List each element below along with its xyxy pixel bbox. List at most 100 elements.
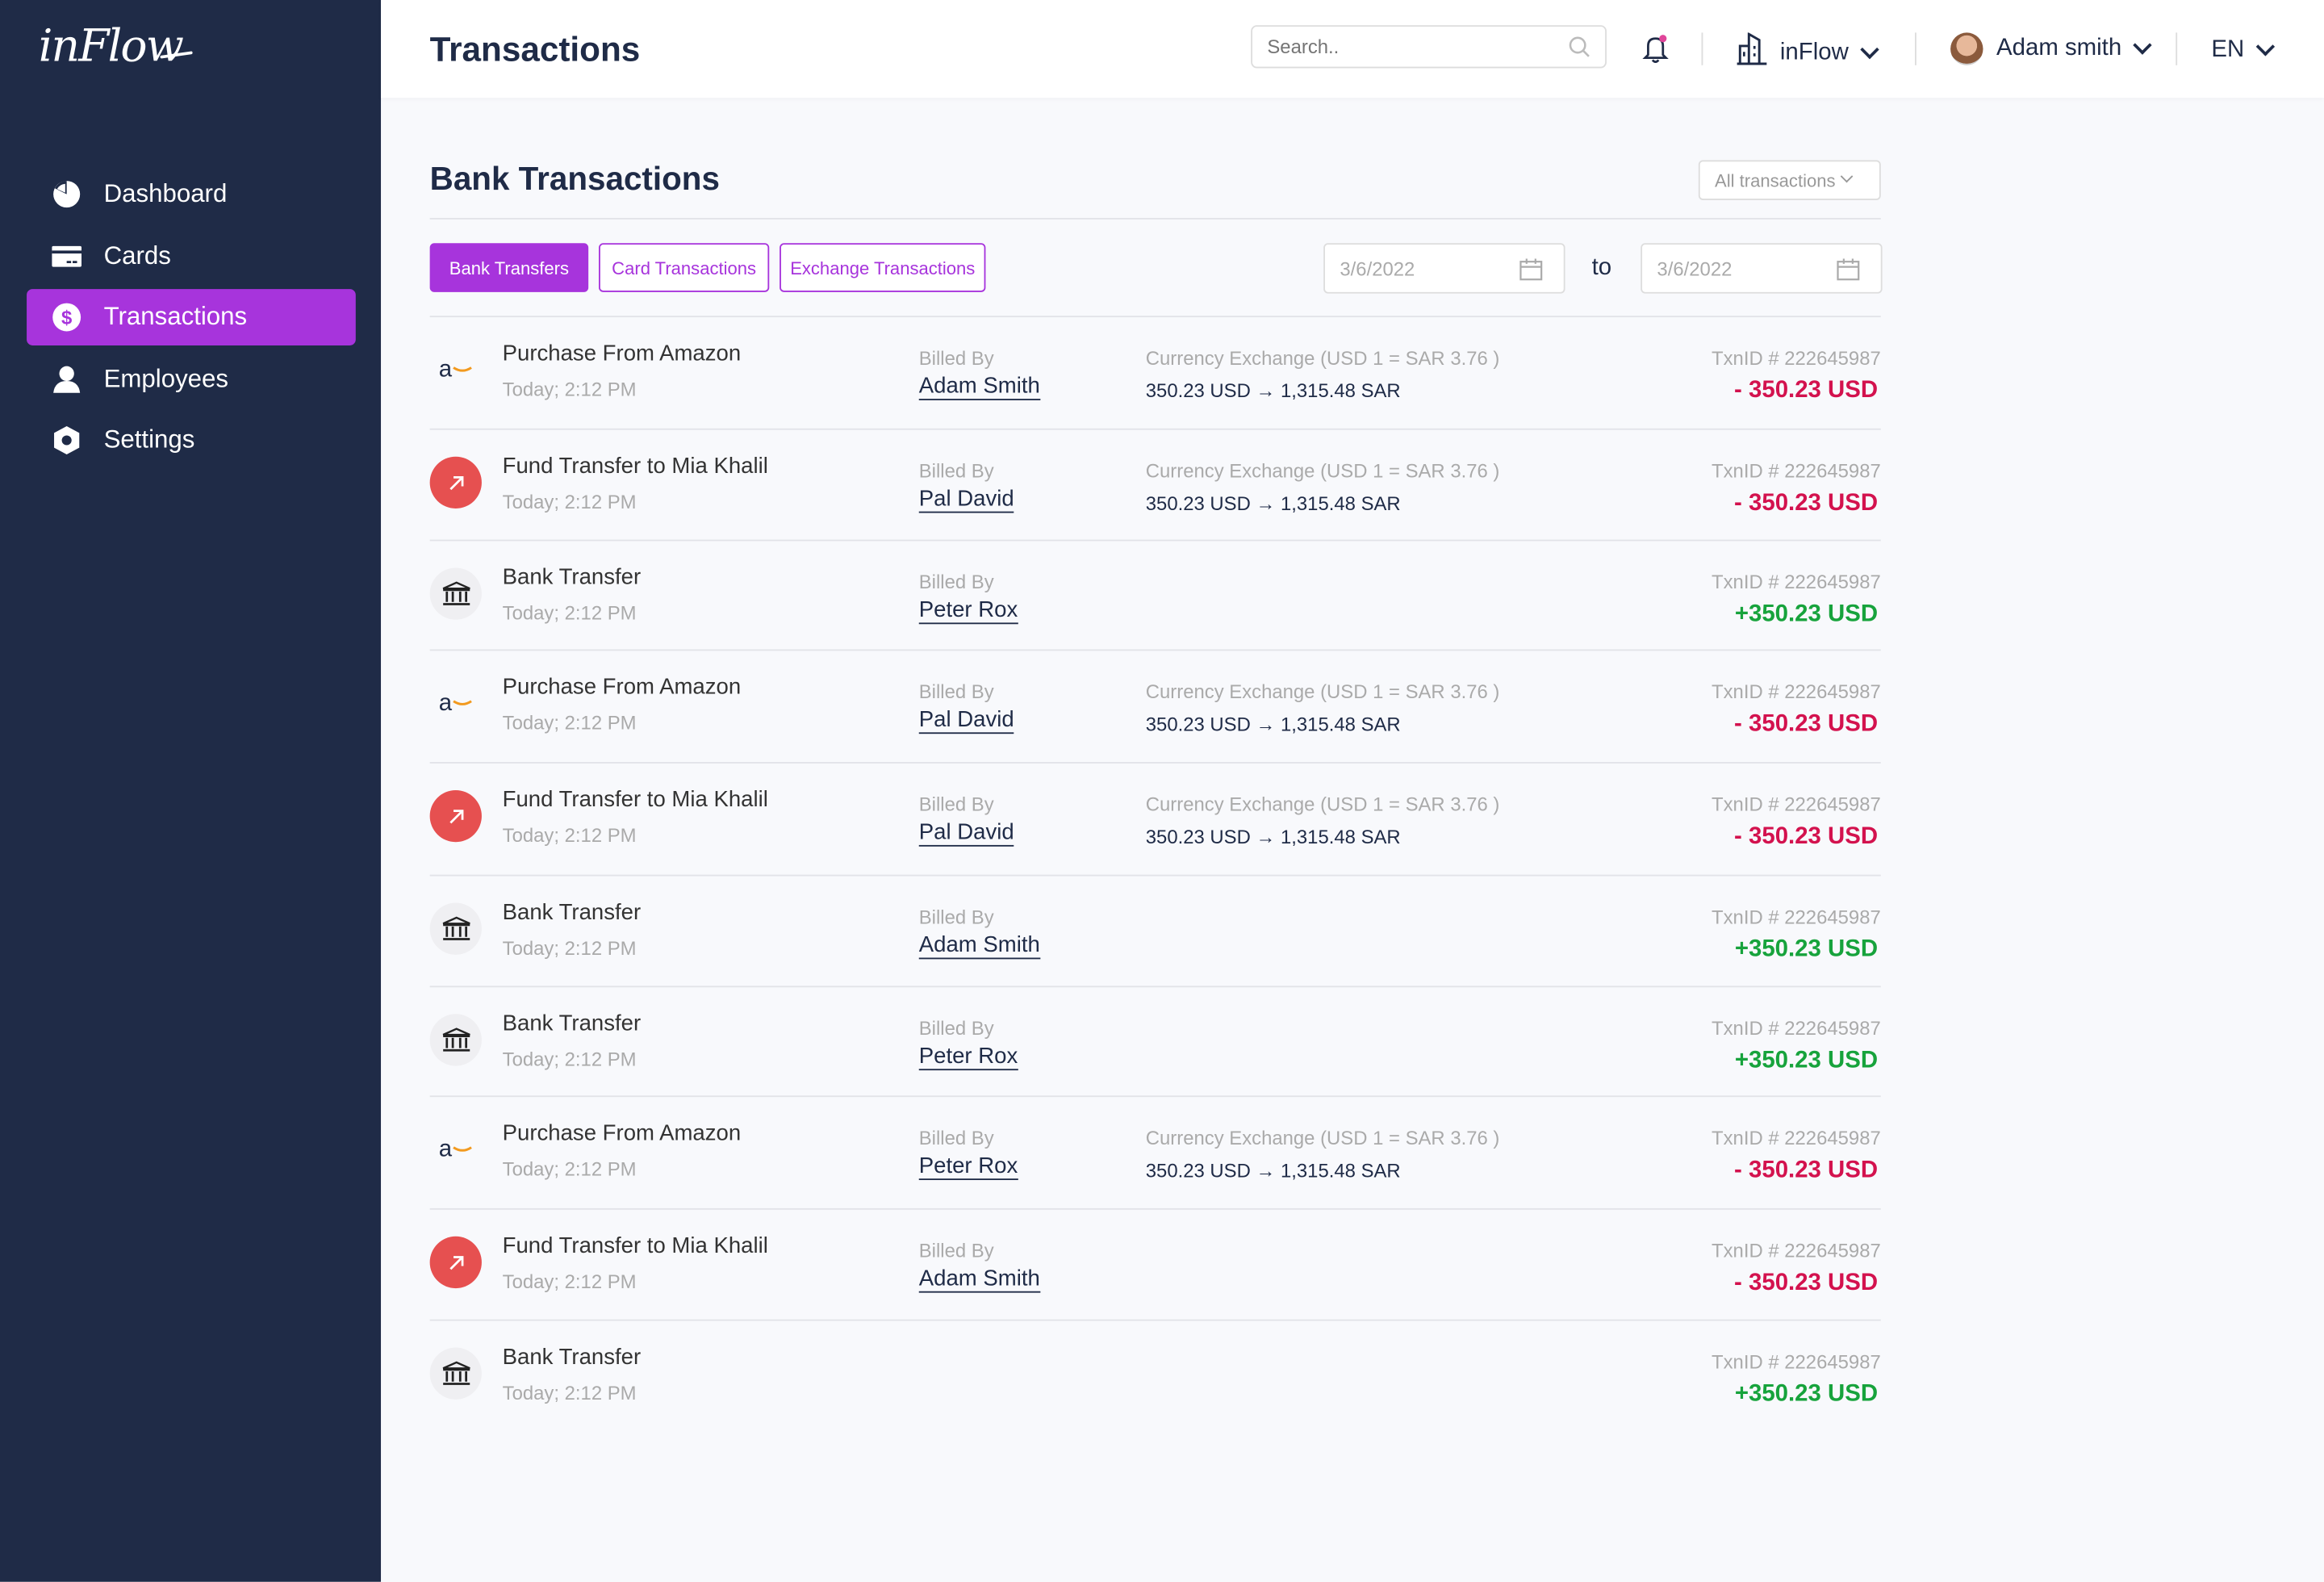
transaction-row[interactable]: a Purchase From Amazon Today; 2:12 PM Bille… bbox=[430, 1097, 1881, 1208]
tab-card-transactions[interactable]: Card Transactions bbox=[599, 243, 770, 292]
row-divider bbox=[429, 1095, 1881, 1098]
transaction-title: Bank Transfer bbox=[502, 1011, 642, 1036]
billed-by-label: Billed By bbox=[918, 793, 994, 816]
transaction-row[interactable]: Fund Transfer to Mia Khalil Today; 2:12 P… bbox=[429, 430, 1881, 542]
billed-by-link[interactable]: Adam Smith bbox=[918, 1266, 1040, 1293]
sidebar-item-label: Dashboard bbox=[103, 179, 228, 208]
transaction-id: TxnID # 222645987 bbox=[1712, 1239, 1881, 1262]
sidebar-item-transactions[interactable]: $ Transactions bbox=[27, 289, 356, 345]
transaction-title: Purchase From Amazon bbox=[502, 1120, 742, 1146]
billed-by-link[interactable]: Adam Smith bbox=[918, 373, 1040, 400]
header-divider bbox=[2176, 32, 2178, 65]
logo[interactable]: inFlow bbox=[38, 20, 184, 73]
arrow-up-right-icon bbox=[429, 789, 482, 843]
transaction-date: Today; 2:12 PM bbox=[502, 490, 637, 513]
transaction-amount: +350.23 USD bbox=[1734, 1048, 1879, 1074]
billed-by-link[interactable]: Pal David bbox=[918, 707, 1014, 734]
transaction-date: Today; 2:12 PM bbox=[502, 378, 637, 400]
exchange-value: 350.23 USD → 1,315.48 SAR bbox=[1145, 492, 1401, 515]
exchange-rate-label: Currency Exchange (USD 1 = SAR 3.76 ) bbox=[1145, 793, 1500, 816]
page-title: Transactions bbox=[429, 29, 641, 69]
date-from-value: 3/6/2022 bbox=[1340, 257, 1415, 280]
sidebar-item-settings[interactable]: Settings bbox=[27, 412, 356, 469]
transaction-title: Bank Transfer bbox=[502, 899, 642, 926]
billed-by-label: Billed By bbox=[918, 1016, 994, 1040]
transaction-id: TxnID # 222645987 bbox=[1712, 1016, 1881, 1040]
transaction-id: TxnID # 222645987 bbox=[1712, 459, 1881, 482]
date-from-input[interactable]: 3/6/2022 bbox=[1323, 243, 1565, 294]
company-switcher[interactable]: inFlow bbox=[1736, 31, 1880, 73]
transaction-date: Today; 2:12 PM bbox=[502, 711, 637, 734]
transaction-row[interactable]: Bank Transfer Today; 2:12 PM TxnID # 22264… bbox=[429, 1320, 1881, 1432]
building-icon bbox=[1736, 31, 1768, 73]
tab-bank-transfers[interactable]: Bank Transfers bbox=[429, 243, 589, 292]
bank-icon bbox=[429, 1347, 482, 1400]
date-to-input[interactable]: 3/6/2022 bbox=[1641, 243, 1883, 294]
exchange-value: 350.23 USD → 1,315.48 SAR bbox=[1145, 826, 1401, 848]
transaction-id: TxnID # 222645987 bbox=[1712, 346, 1881, 370]
transaction-filter-dropdown[interactable]: All transactions bbox=[1698, 160, 1881, 200]
transaction-date: Today; 2:12 PM bbox=[502, 601, 637, 625]
transaction-row[interactable]: Bank Transfer Today; 2:12 PM Billed By Pete… bbox=[429, 541, 1881, 652]
chevron-down-icon bbox=[2256, 37, 2276, 56]
transaction-row[interactable]: Bank Transfer Today; 2:12 PM Billed By Pete… bbox=[429, 987, 1881, 1099]
billed-by-link[interactable]: Peter Rox bbox=[918, 1044, 1018, 1071]
calendar-icon[interactable] bbox=[1837, 258, 1860, 287]
chevron-down-icon bbox=[1841, 170, 1854, 183]
bell-icon[interactable] bbox=[1642, 34, 1669, 64]
sidebar-item-dashboard[interactable]: Dashboard bbox=[27, 166, 356, 223]
sidebar-item-label: Employees bbox=[103, 363, 229, 392]
transaction-title: Bank Transfer bbox=[502, 1344, 642, 1371]
transaction-row[interactable]: Fund Transfer to Mia Khalil Today; 2:12 P… bbox=[429, 1210, 1881, 1321]
billed-by-link[interactable]: Pal David bbox=[918, 819, 1014, 847]
avatar bbox=[1950, 32, 1983, 65]
billed-by-link[interactable]: Pal David bbox=[918, 486, 1014, 513]
billed-by-label: Billed By bbox=[918, 906, 994, 928]
transaction-date: Today; 2:12 PM bbox=[502, 936, 637, 960]
chevron-down-icon bbox=[1860, 39, 1880, 59]
sidebar: inFlow Dashboard Cards $ Transactions Em… bbox=[0, 0, 382, 1582]
billed-by-label: Billed By bbox=[918, 680, 994, 703]
billed-by-link[interactable]: Peter Rox bbox=[918, 1153, 1018, 1181]
exchange-value: 350.23 USD → 1,315.48 SAR bbox=[1145, 1159, 1401, 1182]
transaction-row[interactable]: a Purchase From Amazon Today; 2:12 PM Bille… bbox=[430, 651, 1881, 762]
sidebar-item-label: Transactions bbox=[103, 302, 248, 331]
transaction-date: Today; 2:12 PM bbox=[502, 1270, 637, 1293]
transaction-id: TxnID # 222645987 bbox=[1712, 571, 1881, 593]
transaction-id: TxnID # 222645987 bbox=[1712, 793, 1881, 816]
sidebar-item-cards[interactable]: Cards bbox=[27, 228, 356, 284]
transaction-title: Purchase From Amazon bbox=[502, 341, 742, 366]
calendar-icon[interactable] bbox=[1519, 258, 1543, 287]
language-selector[interactable]: EN bbox=[2211, 37, 2276, 64]
tab-exchange-transactions[interactable]: Exchange Transactions bbox=[780, 243, 986, 292]
transaction-row[interactable]: a Purchase From Amazon Today; 2:12 PM Bille… bbox=[430, 317, 1881, 429]
header-divider bbox=[1915, 32, 1916, 65]
user-icon bbox=[52, 364, 82, 394]
sidebar-item-employees[interactable]: Employees bbox=[27, 350, 356, 407]
transaction-row[interactable]: Bank Transfer Today; 2:12 PM Billed By Adam… bbox=[429, 876, 1881, 987]
billed-by-link[interactable]: Adam Smith bbox=[918, 932, 1040, 960]
chevron-down-icon bbox=[2134, 36, 2153, 55]
transaction-row[interactable]: Fund Transfer to Mia Khalil Today; 2:12 P… bbox=[429, 764, 1881, 875]
transaction-amount: +350.23 USD bbox=[1734, 936, 1879, 963]
transaction-amount: - 350.23 USD bbox=[1734, 1157, 1879, 1183]
top-header: Transactions inFlow Adam smith EN bbox=[381, 0, 2324, 98]
settings-icon bbox=[52, 425, 82, 455]
exchange-rate-label: Currency Exchange (USD 1 = SAR 3.76 ) bbox=[1145, 346, 1500, 370]
search-box[interactable] bbox=[1251, 25, 1607, 69]
transaction-title: Purchase From Amazon bbox=[502, 674, 742, 700]
exchange-rate-label: Currency Exchange (USD 1 = SAR 3.76 ) bbox=[1145, 680, 1500, 703]
search-input[interactable] bbox=[1252, 27, 1564, 67]
sidebar-item-label: Cards bbox=[103, 241, 171, 270]
transaction-date: Today; 2:12 PM bbox=[502, 1381, 637, 1404]
billed-by-label: Billed By bbox=[918, 346, 994, 370]
billed-by-link[interactable]: Peter Rox bbox=[918, 597, 1018, 625]
row-divider bbox=[429, 428, 1881, 430]
amazon-icon: a bbox=[430, 1124, 482, 1175]
search-icon[interactable] bbox=[1568, 36, 1590, 65]
transaction-title: Bank Transfer bbox=[502, 564, 642, 591]
transaction-id: TxnID # 222645987 bbox=[1712, 1126, 1881, 1149]
transaction-date: Today; 2:12 PM bbox=[502, 1157, 637, 1181]
user-menu[interactable]: Adam smith bbox=[1950, 32, 2153, 65]
exchange-rate-label: Currency Exchange (USD 1 = SAR 3.76 ) bbox=[1145, 1126, 1500, 1149]
